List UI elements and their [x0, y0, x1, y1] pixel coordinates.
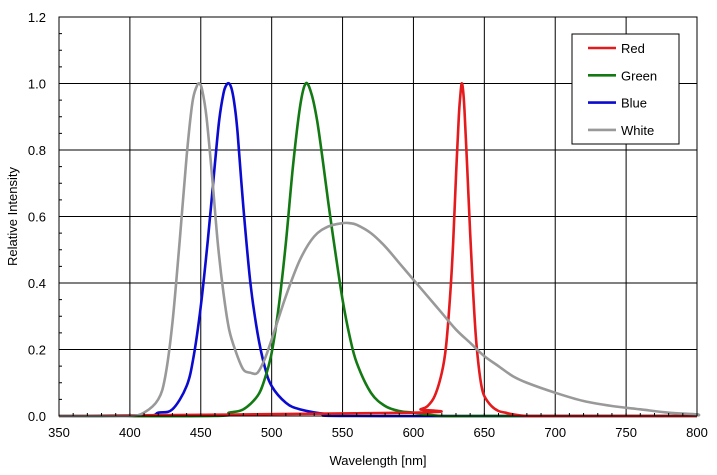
series-line-green — [58, 81, 697, 418]
y-tick-label: 0.8 — [28, 143, 46, 158]
x-tick-label: 650 — [473, 425, 495, 440]
y-tick-label: 0.2 — [28, 343, 46, 358]
y-tick-label: 1.0 — [28, 77, 46, 92]
y-tick-label: 0.0 — [28, 409, 46, 424]
x-tick-label: 450 — [190, 425, 212, 440]
y-tick-label: 0.4 — [28, 276, 46, 291]
x-tick-label: 350 — [48, 425, 70, 440]
legend: Red Green Blue White — [571, 33, 680, 145]
x-tick-label: 750 — [615, 425, 637, 440]
series-line-blue — [58, 81, 698, 418]
legend-box — [571, 33, 680, 145]
y-axis-title: Relative Intensity — [5, 167, 20, 266]
legend-label-white: White — [621, 123, 654, 138]
y-tick-label: 0.6 — [28, 210, 46, 225]
series-line-white — [58, 82, 701, 418]
legend-label-blue: Blue — [621, 96, 647, 111]
axes: 350 400 450 500 550 600 650 700 750 800 0.0 0.2 0.4 0… — [28, 10, 708, 440]
x-tick-label: 550 — [332, 425, 354, 440]
x-tick-label: 600 — [403, 425, 425, 440]
x-axis-title: Wavelength [nm] — [329, 453, 426, 468]
series-line-red — [58, 81, 697, 418]
legend-label-red: Red — [621, 41, 645, 56]
x-tick-label: 400 — [119, 425, 141, 440]
x-tick-label: 700 — [544, 425, 566, 440]
x-tick-label: 500 — [261, 425, 283, 440]
y-tick-label: 1.2 — [28, 10, 46, 25]
x-tick-label: 800 — [686, 425, 708, 440]
series-layer — [58, 81, 701, 418]
legend-label-green: Green — [621, 68, 657, 83]
